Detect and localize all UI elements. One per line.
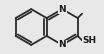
Text: N: N [58,5,66,14]
Text: N: N [58,40,66,49]
Text: SH: SH [83,36,97,45]
